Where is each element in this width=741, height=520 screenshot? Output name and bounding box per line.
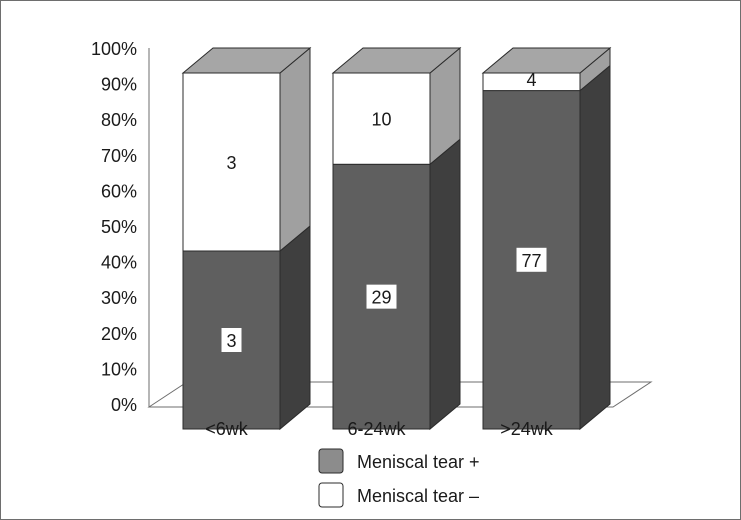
legend-label: Meniscal tear + [357, 452, 480, 472]
data-label: 29 [371, 288, 391, 308]
bar-segment-side [579, 64, 611, 431]
y-tick-label: 90% [101, 75, 137, 95]
bar-top-face [331, 47, 462, 74]
y-tick-label: 0% [111, 395, 137, 415]
data-label-box [366, 284, 397, 309]
y-tick-label: 40% [101, 253, 137, 273]
data-label: 77 [521, 251, 541, 271]
y-tick-label: 60% [101, 181, 137, 201]
legend-swatch [318, 448, 344, 474]
data-label: 3 [226, 331, 236, 351]
x-category-label: >24wk [500, 419, 554, 439]
y-tick-label: 50% [101, 217, 137, 237]
data-label: 3 [226, 153, 236, 173]
bar-segment-side [279, 46, 311, 253]
x-category-label: 6-24wk [347, 419, 406, 439]
y-tick-label: 10% [101, 359, 137, 379]
data-label: 4 [526, 70, 536, 90]
bar-segment-side [429, 138, 461, 431]
bar-segment [182, 72, 281, 252]
bar-top-face [481, 47, 612, 74]
data-label-box [221, 328, 242, 352]
x-category-label: <6wk [205, 419, 249, 439]
y-tick-label: 70% [101, 146, 137, 166]
data-label: 10 [371, 110, 391, 130]
y-tick-label: 30% [101, 288, 137, 308]
legend-label: Meniscal tear – [357, 486, 479, 506]
y-tick-label: 80% [101, 110, 137, 130]
data-label-box [516, 247, 547, 272]
y-tick-label: 20% [101, 324, 137, 344]
bar-top-face [181, 47, 312, 74]
y-tick-label: 100% [91, 39, 137, 59]
legend-swatch [318, 482, 344, 508]
bar-segment-side [279, 224, 311, 431]
